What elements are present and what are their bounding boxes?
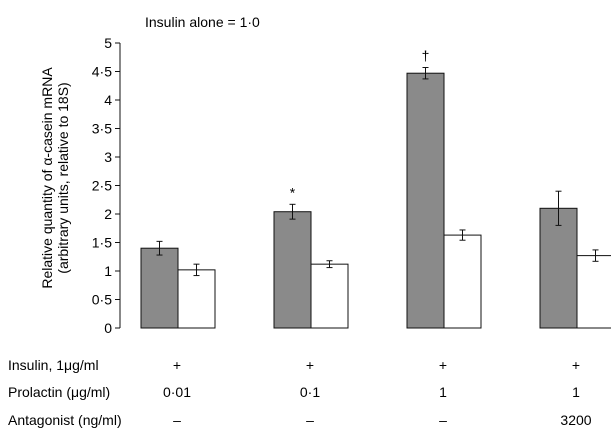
condition-cell: – [306, 412, 314, 428]
condition-cell: + [439, 357, 447, 373]
bar-grey [539, 207, 578, 329]
condition-row-label: Antagonist (ng/ml) [8, 412, 122, 428]
condition-cell: + [306, 357, 314, 373]
bar-group [539, 190, 611, 329]
y-tick-label: 4 [104, 92, 112, 108]
bar-group: * [273, 184, 349, 329]
condition-cell: – [439, 412, 447, 428]
y-tick-label: 5 [104, 35, 112, 51]
y-tick-label: 0·5 [92, 292, 112, 308]
significance-marker: † [422, 48, 430, 64]
y-tick-label: 3 [104, 149, 112, 165]
y-tick-label: 1·5 [92, 235, 112, 251]
condition-cell: 0·1 [300, 384, 320, 400]
bar-grey [140, 247, 179, 329]
bar-group [140, 240, 216, 329]
condition-cell: 3200 [560, 412, 591, 428]
y-tick-label: 2 [104, 206, 112, 222]
condition-cell: + [572, 357, 580, 373]
y-tick-label: 0 [104, 320, 112, 336]
y-tick-label: 1 [104, 263, 112, 279]
bar-groups: *† [140, 48, 611, 329]
condition-cell: – [173, 412, 181, 428]
y-axis-label-line2: (arbitrary units, relative to 18S) [55, 82, 71, 273]
condition-row-label: Prolactin (μg/ml) [8, 384, 110, 400]
baseline-annotation: Insulin alone = 1·0 [145, 14, 260, 30]
condition-cell: 1 [439, 384, 447, 400]
bar-white [310, 263, 349, 329]
bar-grey [406, 72, 445, 329]
y-tick-label: 3·5 [92, 121, 112, 137]
condition-table: Insulin, 1μg/ml + + + + Prolactin (μg/ml) 0·01… [8, 357, 592, 428]
bar-white [576, 255, 611, 329]
condition-cell: 1 [572, 384, 580, 400]
significance-marker: * [290, 184, 296, 200]
condition-cell: + [173, 357, 181, 373]
bar-white [177, 269, 216, 329]
bar-grey [273, 211, 312, 329]
y-axis: 0 0·5 1 1·5 2 2·5 3 3·5 4 4·5 5 [92, 35, 121, 336]
y-tick-label: 4·5 [92, 64, 112, 80]
y-tick-label: 2·5 [92, 178, 112, 194]
y-axis-label-line1: Relative quantity of α-casein mRNA [39, 67, 55, 289]
bar-group: † [406, 48, 482, 329]
condition-cell: 0·01 [163, 384, 191, 400]
bar-white [443, 234, 482, 329]
condition-row-label: Insulin, 1μg/ml [8, 357, 99, 373]
